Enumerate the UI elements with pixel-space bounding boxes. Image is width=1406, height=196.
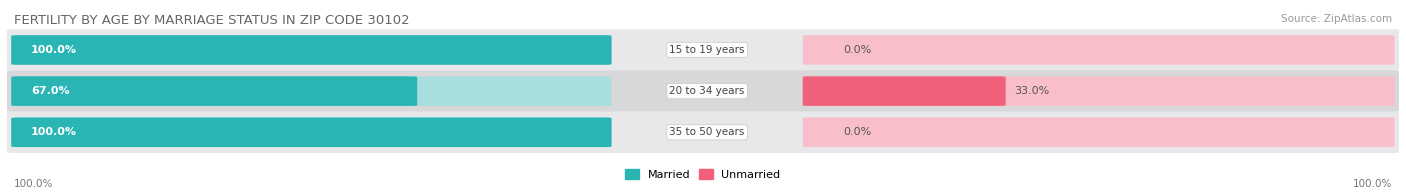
FancyBboxPatch shape <box>7 112 1399 153</box>
Text: Source: ZipAtlas.com: Source: ZipAtlas.com <box>1281 14 1392 24</box>
Text: 35 to 50 years: 35 to 50 years <box>669 127 745 137</box>
FancyBboxPatch shape <box>803 35 1395 65</box>
Text: 0.0%: 0.0% <box>844 45 872 55</box>
FancyBboxPatch shape <box>803 76 1395 106</box>
Text: 33.0%: 33.0% <box>1014 86 1049 96</box>
FancyBboxPatch shape <box>11 35 612 65</box>
FancyBboxPatch shape <box>803 76 1005 106</box>
FancyBboxPatch shape <box>11 35 612 65</box>
FancyBboxPatch shape <box>7 29 1399 71</box>
Text: 20 to 34 years: 20 to 34 years <box>669 86 745 96</box>
Legend: Married, Unmarried: Married, Unmarried <box>621 165 785 184</box>
Text: 67.0%: 67.0% <box>31 86 69 96</box>
FancyBboxPatch shape <box>11 118 612 147</box>
Text: 0.0%: 0.0% <box>844 127 872 137</box>
Text: FERTILITY BY AGE BY MARRIAGE STATUS IN ZIP CODE 30102: FERTILITY BY AGE BY MARRIAGE STATUS IN Z… <box>14 14 409 27</box>
FancyBboxPatch shape <box>11 76 612 106</box>
FancyBboxPatch shape <box>11 118 612 147</box>
Text: 100.0%: 100.0% <box>14 179 53 189</box>
Text: 100.0%: 100.0% <box>1353 179 1392 189</box>
FancyBboxPatch shape <box>7 70 1399 112</box>
Text: 100.0%: 100.0% <box>31 45 77 55</box>
Text: 100.0%: 100.0% <box>31 127 77 137</box>
Text: 15 to 19 years: 15 to 19 years <box>669 45 745 55</box>
FancyBboxPatch shape <box>11 76 418 106</box>
FancyBboxPatch shape <box>803 118 1395 147</box>
